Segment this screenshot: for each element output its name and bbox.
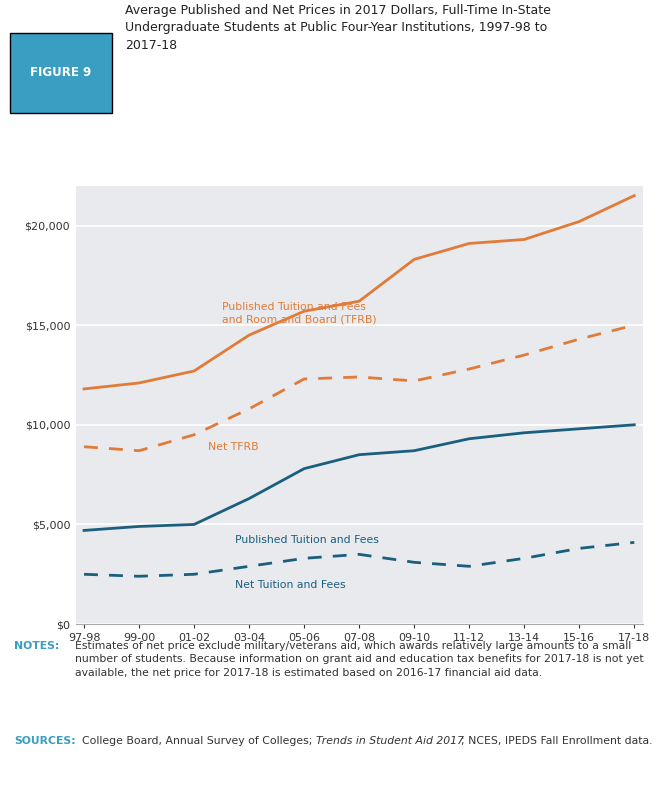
Text: Trends in Student Aid 2017: Trends in Student Aid 2017 xyxy=(316,736,464,746)
Text: Estimates of net price exclude military/veterans aid, which awards relatively la: Estimates of net price exclude military/… xyxy=(75,641,644,678)
FancyBboxPatch shape xyxy=(10,32,112,113)
Text: Average Published and Net Prices in 2017 Dollars, Full-Time In-State
Undergradua: Average Published and Net Prices in 2017… xyxy=(125,4,551,51)
Text: Published Tuition and Fees
and Room and Board (TFRB): Published Tuition and Fees and Room and … xyxy=(221,302,376,325)
Text: SOURCES:: SOURCES: xyxy=(14,736,76,746)
Text: FIGURE 9: FIGURE 9 xyxy=(30,66,92,79)
Text: College Board, Annual Survey of Colleges;: College Board, Annual Survey of Colleges… xyxy=(82,736,316,746)
Text: Net TFRB: Net TFRB xyxy=(208,442,258,452)
Text: Published Tuition and Fees: Published Tuition and Fees xyxy=(235,535,379,545)
Text: ; NCES, IPEDS Fall Enrollment data.: ; NCES, IPEDS Fall Enrollment data. xyxy=(461,736,653,746)
Text: NOTES:: NOTES: xyxy=(14,641,60,651)
Text: Net Tuition and Fees: Net Tuition and Fees xyxy=(235,580,346,590)
